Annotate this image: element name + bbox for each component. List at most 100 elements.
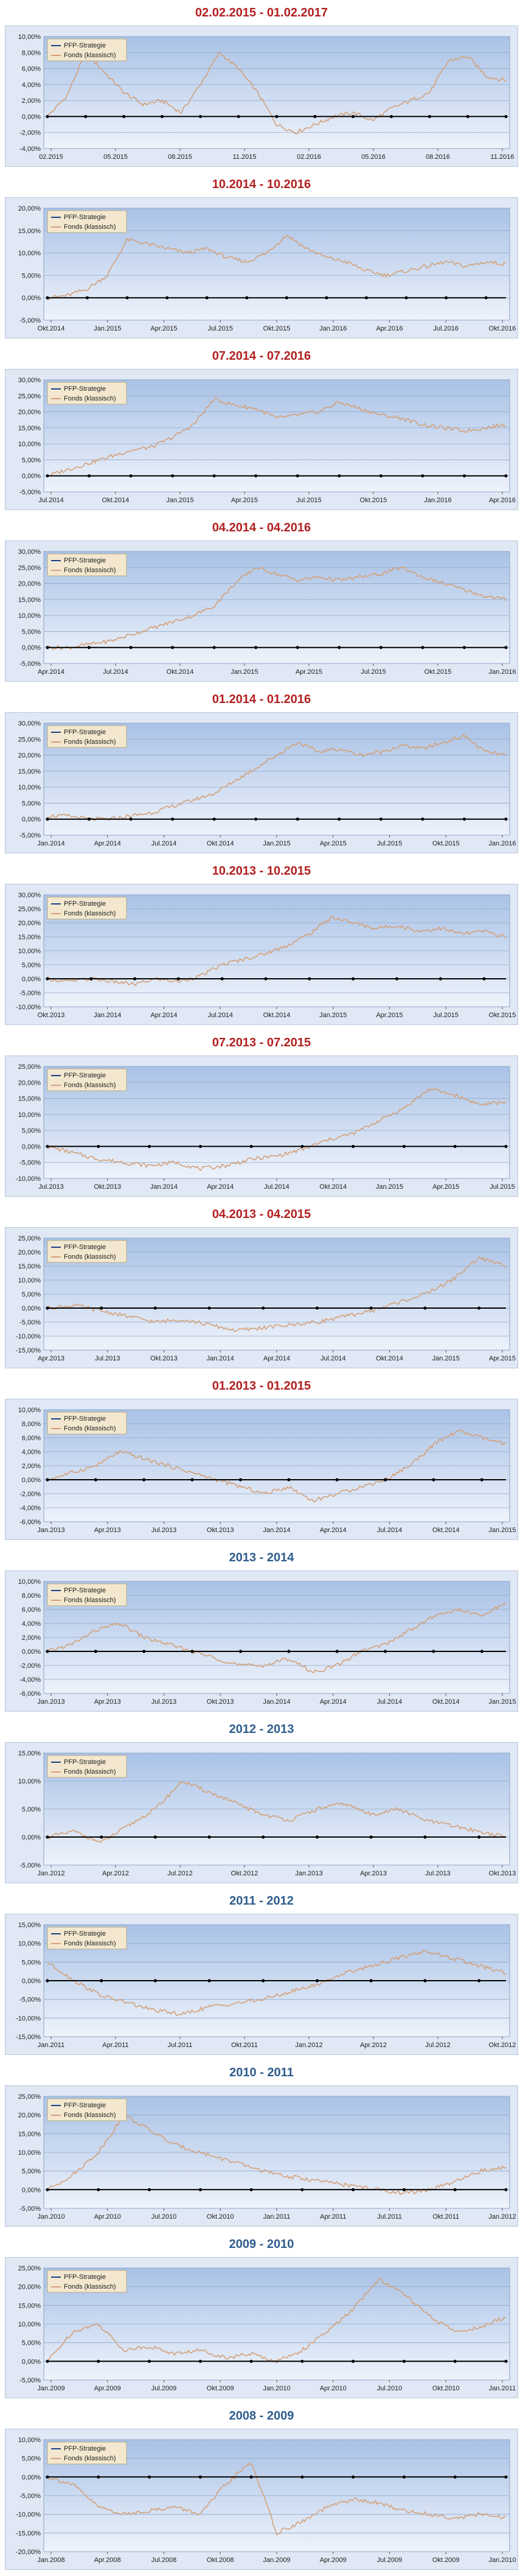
x-tick-label: Okt.2014 [38,325,65,332]
series-marker-strategie [254,646,258,649]
x-tick-label: Apr.2014 [150,1012,177,1019]
y-tick-label: 5,00% [22,2455,41,2463]
series-marker-strategie [477,1979,481,1983]
chart-svg: 10,00% 5,00% 0,00% -5,00% -10,00% -15,00% -20,… [16,2437,516,2564]
chart-svg: 25,00% 20,00% 15,00% 10,00% 5,00% 0,00% -5,00%… [16,1063,515,1191]
y-tick-label: 10,00% [18,1941,41,1948]
y-tick-label: -5,00% [19,660,41,668]
legend-label-fonds: Fonds (klassisch) [64,1425,116,1432]
y-tick-label: -15,00% [16,2530,41,2537]
series-marker-strategie [237,114,240,119]
y-tick-label: 5,00% [22,1127,41,1135]
legend-label-strategie: PFP-Strategie [64,1930,106,1937]
x-tick-label: Okt.2014 [263,1012,291,1019]
y-tick-label: -4,00% [19,1676,41,1684]
x-tick-label: Jan.2015 [432,1355,460,1362]
x-tick-label: Jul.2015 [377,840,403,847]
x-tick-label: Okt.2009 [207,2385,234,2392]
legend-label-fonds: Fonds (klassisch) [64,395,116,402]
series-marker-strategie [85,296,89,299]
series-marker-strategie [100,1979,103,1983]
chart-title: 2012 - 2013 [229,1723,294,1736]
legend-box [47,725,127,748]
series-marker-strategie [402,2475,406,2479]
series-marker-strategie [125,296,129,299]
chart-svg: 15,00% 10,00% 5,00% 0,00% -5,00% -10,00% -15,0… [16,1922,516,2049]
x-tick-label: Okt.2013 [150,1355,178,1362]
series-marker-strategie [504,114,508,119]
x-tick-label: Okt.2010 [207,2213,234,2221]
x-tick-label: Apr.2012 [102,1870,129,1877]
legend-label-strategie: PFP-Strategie [64,900,106,908]
series-line-fonds [47,234,507,300]
y-tick-label: 20,00% [18,920,41,927]
y-tick-label: -5,00% [19,1319,41,1326]
x-tick-label: Jan.2009 [263,2557,290,2564]
y-tick-label: -10,00% [16,1175,41,1183]
chart-title: 02.02.2015 - 01.02.2017 [195,6,328,19]
y-tick-label: 15,00% [18,425,41,432]
y-tick-label: 10,00% [18,1407,41,1414]
y-tick-label: 20,00% [18,1079,41,1087]
y-tick-label: 15,00% [18,597,41,604]
chart-svg: 20,00%15,00%10,00%5,00%0,00%-5,00%Okt.20… [18,205,516,332]
x-tick-label: Jan.2016 [424,497,451,504]
x-tick-label: Okt.2010 [432,2385,460,2392]
series-marker-strategie [87,817,91,821]
y-tick-label: 0,00% [22,1477,41,1484]
x-tick-label: Apr.2015 [296,668,322,676]
series-marker-strategie [300,2188,304,2191]
series-marker-strategie [198,1144,202,1149]
y-tick-label: 2,00% [22,97,41,105]
y-tick-label: -5,00% [19,990,41,997]
x-tick-label: Apr.2008 [94,2557,121,2564]
series-marker-strategie [190,1478,194,1482]
y-tick-label: 15,00% [18,768,41,775]
y-tick-label: 15,00% [18,228,41,235]
legend-box [47,2441,127,2465]
series-marker-strategie [482,977,486,981]
y-tick-label: -20,00% [16,2549,41,2556]
chart-svg: 30,00% 25,00% 20,00% 15,00% 10,00% 5,00% 0,00%… [18,548,516,676]
x-tick-label: Jul.2014 [207,1012,233,1019]
x-tick-label: Apr.2014 [320,1527,347,1534]
series-marker-strategie [352,1144,355,1149]
series-marker-strategie [421,474,424,478]
y-tick-label: 25,00% [18,2093,41,2101]
y-tick-label: 25,00% [18,1235,41,1242]
chart-svg: 15,00% 10,00% 5,00% 0,00% -5,00%Jan.2012 Apr.… [18,1750,516,1877]
y-tick-label: 15,00% [18,2302,41,2309]
y-tick-label: -5,00% [19,1862,41,1869]
legend-box [47,1412,127,1435]
series-marker-strategie [504,2475,508,2479]
y-tick-label: 8,00% [22,49,41,57]
chart-title: 10.2014 - 10.2016 [212,178,311,191]
x-tick-label: Jan.2012 [488,2213,516,2221]
series-marker-strategie [428,114,431,119]
series-marker-strategie [300,2359,304,2363]
series-marker-strategie [453,2188,457,2191]
x-tick-label: Jan.2010 [37,2213,64,2221]
series-marker-strategie [46,1478,49,1482]
y-tick-label: 15,00% [18,2130,41,2138]
y-tick-label: 30,00% [18,720,41,727]
series-marker-strategie [504,2188,508,2191]
series-marker-strategie [296,474,299,478]
x-tick-label: Jan.2014 [150,1183,178,1191]
y-tick-label: 5,00% [22,1806,41,1813]
y-tick-label: 0,00% [22,473,41,480]
series-line-fonds [47,916,507,987]
legend-box [47,2270,127,2293]
series-marker-strategie [46,2475,49,2479]
x-tick-label: Jul.2014 [320,1355,346,1362]
y-tick-label: 25,00% [18,393,41,400]
y-tick-label: 10,00% [18,2149,41,2157]
series-marker-strategie [453,2359,457,2363]
series-marker-strategie [423,1979,427,1983]
series-marker-strategie [46,1306,49,1310]
series-marker-strategie [300,1144,304,1149]
chart-title: 04.2013 - 04.2015 [212,1208,311,1221]
y-tick-label: 6,00% [22,1606,41,1614]
series-marker-strategie [402,2359,406,2363]
